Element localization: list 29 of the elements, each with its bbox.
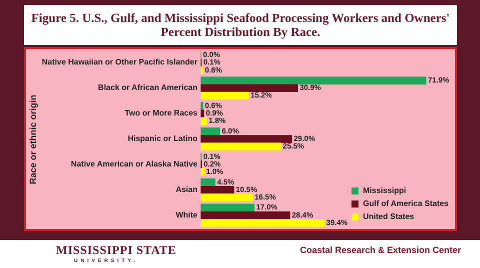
bar	[200, 204, 254, 212]
bar	[200, 168, 204, 176]
bar	[200, 135, 292, 143]
y-tick-label: Native Hawaiian or Other Pacific Islander	[42, 58, 198, 67]
legend-label: Gulf of America States	[363, 199, 450, 208]
bar	[200, 186, 234, 194]
bar	[200, 218, 325, 227]
y-tick-label: White	[176, 210, 198, 220]
y-tick-label: Native American or Alaska Native	[70, 159, 198, 168]
bar	[200, 84, 298, 92]
bar	[200, 110, 204, 118]
bar	[200, 128, 220, 136]
y-tick-label: Two or More Races	[124, 108, 198, 118]
y-tick-label: Hispanic or Latino	[128, 134, 198, 143]
bar	[200, 92, 249, 100]
y-tick-label: Black or African American	[98, 83, 198, 92]
bar	[200, 76, 426, 84]
y-tick-label: Asian	[176, 184, 198, 194]
text: MISSISSIPPI STATE	[56, 243, 176, 258]
chart-title: Figure 5. U.S., Gulf, and Mississippi Seafood Processing Workers and Owners' Percent Distribution By Race.	[24, 5, 457, 45]
bar	[200, 194, 253, 202]
bar	[200, 142, 282, 150]
bar	[200, 117, 207, 126]
legend-label: Mississippi	[363, 186, 406, 195]
bar	[200, 211, 290, 220]
legend-label: United States	[363, 212, 415, 221]
bar	[200, 178, 216, 186]
text: Coastal Research & Extension Center	[300, 245, 462, 255]
y-axis-title: Race or ethnic origin	[28, 94, 38, 184]
